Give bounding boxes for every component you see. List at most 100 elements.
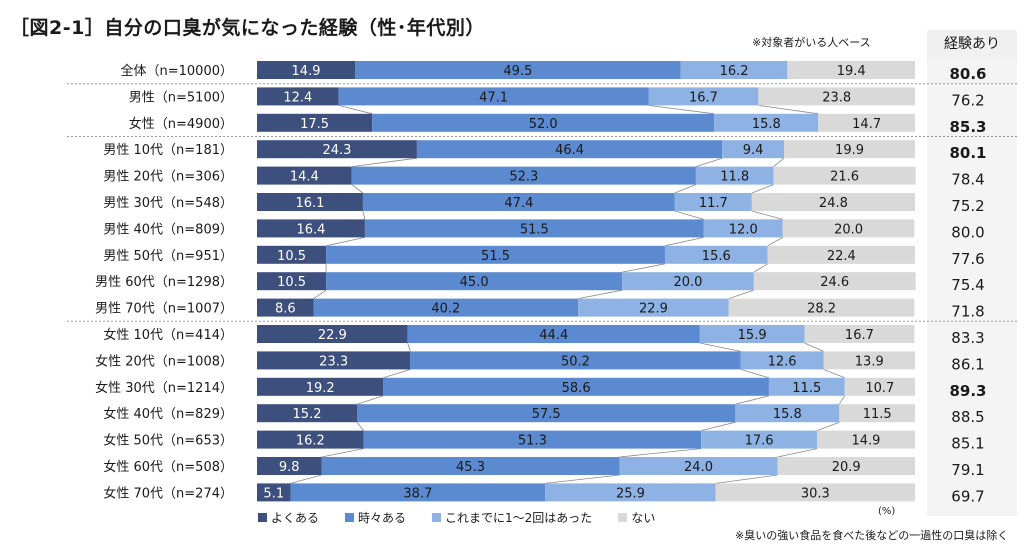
category-label-5: 男性 30代（n=548） bbox=[103, 196, 233, 211]
connector-lines bbox=[290, 105, 845, 484]
bar-label-never-0: 19.4 bbox=[837, 64, 866, 79]
bar-label-never-3: 19.9 bbox=[835, 143, 864, 158]
bar-label-never-10: 16.7 bbox=[845, 328, 874, 343]
connector-1-1 bbox=[648, 105, 715, 115]
bar-label-never-5: 24.8 bbox=[819, 196, 848, 211]
bar-label-once-or-twice-13: 15.8 bbox=[773, 407, 802, 422]
bar-often-16 bbox=[257, 483, 291, 502]
bar-sometimes-14 bbox=[363, 430, 702, 449]
total-column-header: 経験あり bbox=[927, 30, 1017, 58]
bar-label-often-11: 23.3 bbox=[319, 354, 348, 369]
connector-15-1 bbox=[545, 474, 620, 484]
bar-once-or-twice-7 bbox=[664, 245, 768, 264]
bar-label-sometimes-14: 51.3 bbox=[518, 434, 547, 449]
bar-sometimes-9 bbox=[313, 298, 579, 317]
connector-10-2 bbox=[804, 342, 824, 352]
category-label-1: 男性（n=5100） bbox=[129, 90, 233, 105]
connector-14-1 bbox=[619, 448, 702, 458]
legend-label-often: よくある bbox=[271, 510, 320, 525]
category-label-0: 全体（n=10000） bbox=[121, 63, 234, 79]
bar-sometimes-2 bbox=[372, 113, 715, 132]
connector-10-0 bbox=[407, 342, 411, 352]
legend: よくある 時々ある これまでに1～2回はあった ない bbox=[258, 508, 681, 526]
category-label-8: 男性 60代（n=1298） bbox=[95, 275, 233, 290]
bar-sometimes-1 bbox=[338, 87, 649, 106]
bar-never-3 bbox=[784, 140, 915, 159]
bar-label-sometimes-1: 47.1 bbox=[479, 90, 508, 105]
connector-8-0 bbox=[313, 289, 327, 299]
category-label-11: 女性 20代（n=1008） bbox=[95, 353, 233, 369]
category-label-16: 女性 70代（n=274） bbox=[103, 485, 233, 501]
bar-never-0 bbox=[787, 61, 915, 79]
bar-label-never-13: 11.5 bbox=[863, 407, 892, 422]
bar-sometimes-16 bbox=[290, 483, 546, 502]
bar-label-sometimes-0: 49.5 bbox=[503, 64, 532, 79]
bar-sometimes-8 bbox=[326, 272, 623, 291]
bar-sometimes-3 bbox=[416, 140, 723, 159]
bar-label-once-or-twice-7: 15.6 bbox=[702, 249, 731, 264]
connector-15-2 bbox=[715, 474, 778, 484]
total-value-1: 76.2 bbox=[951, 91, 984, 109]
bar-label-sometimes-11: 50.2 bbox=[561, 354, 590, 369]
connector-12-2 bbox=[838, 395, 845, 405]
total-value-2: 85.3 bbox=[949, 118, 986, 136]
connector-14-2 bbox=[777, 448, 818, 458]
bar-label-sometimes-5: 47.4 bbox=[504, 196, 533, 211]
category-label-13: 女性 40代（n=829） bbox=[103, 406, 233, 422]
bar-often-14 bbox=[257, 430, 364, 449]
connector-12-0 bbox=[356, 395, 384, 405]
bar-never-9 bbox=[728, 298, 915, 317]
bar-label-often-1: 12.4 bbox=[283, 90, 312, 105]
total-value-4: 78.4 bbox=[951, 171, 984, 189]
bar-once-or-twice-5 bbox=[674, 193, 752, 211]
connector-5-0 bbox=[362, 210, 366, 220]
connector-4-2 bbox=[751, 184, 774, 194]
bar-label-often-0: 14.9 bbox=[292, 64, 321, 79]
connector-6-1 bbox=[664, 237, 704, 247]
bar-label-once-or-twice-8: 20.0 bbox=[674, 275, 703, 290]
unit-label: (%) bbox=[878, 506, 896, 517]
bar-label-never-9: 28.2 bbox=[807, 302, 836, 317]
bar-label-often-14: 16.2 bbox=[296, 434, 325, 449]
bar-once-or-twice-8 bbox=[622, 272, 754, 291]
connector-13-0 bbox=[356, 421, 364, 431]
bar-label-never-6: 20.0 bbox=[834, 222, 863, 237]
totals-column-background bbox=[927, 58, 1017, 516]
bar-once-or-twice-2 bbox=[714, 113, 819, 132]
bar-often-10 bbox=[257, 325, 408, 343]
bar-label-sometimes-3: 46.4 bbox=[555, 143, 584, 158]
bar-never-1 bbox=[758, 87, 915, 106]
totals-column-fill bbox=[927, 58, 1017, 516]
bar-label-once-or-twice-3: 9.4 bbox=[743, 143, 764, 158]
total-value-11: 86.1 bbox=[951, 355, 984, 373]
bar-sometimes-0 bbox=[355, 61, 681, 79]
bar-never-11 bbox=[823, 351, 915, 370]
legend-item-never: ない bbox=[618, 509, 655, 526]
connector-1-2 bbox=[758, 105, 819, 115]
bar-label-once-or-twice-6: 12.0 bbox=[729, 222, 758, 237]
bar-sometimes-5 bbox=[362, 193, 675, 211]
bar-often-8 bbox=[257, 272, 327, 291]
bar-once-or-twice-13 bbox=[735, 404, 840, 423]
bar-label-once-or-twice-4: 11.8 bbox=[720, 170, 749, 185]
category-label-3: 男性 10代（n=181） bbox=[103, 143, 233, 158]
connector-7-2 bbox=[753, 263, 768, 273]
bar-label-never-1: 23.8 bbox=[822, 90, 851, 105]
bar-once-or-twice-12 bbox=[768, 377, 845, 396]
bar-label-sometimes-4: 52.3 bbox=[509, 170, 538, 185]
connector-5-1 bbox=[674, 210, 704, 220]
base-note: ※対象者がいる人ベース bbox=[752, 36, 871, 49]
bar-label-often-4: 14.4 bbox=[290, 170, 319, 185]
connector-8-1 bbox=[578, 289, 623, 299]
connector-11-1 bbox=[740, 369, 770, 379]
bar-sometimes-15 bbox=[321, 457, 620, 475]
bar-never-15 bbox=[777, 457, 915, 475]
connector-3-0 bbox=[351, 157, 417, 167]
bar-often-5 bbox=[257, 193, 363, 211]
bar-label-never-2: 14.7 bbox=[852, 117, 881, 132]
bar-segments bbox=[257, 61, 916, 502]
bar-label-once-or-twice-1: 16.7 bbox=[689, 90, 718, 105]
total-value-12: 89.3 bbox=[949, 382, 986, 400]
legend-label-once-or-twice: これまでに1～2回はあった bbox=[445, 510, 593, 525]
